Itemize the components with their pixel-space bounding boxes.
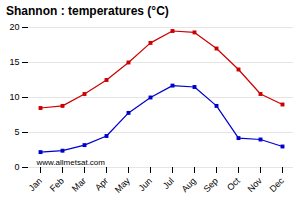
svg-text:Oct: Oct bbox=[225, 175, 242, 192]
svg-text:Jul: Jul bbox=[161, 176, 176, 191]
svg-text:Sep: Sep bbox=[202, 176, 220, 194]
svg-text:Aug: Aug bbox=[180, 176, 198, 194]
svg-text:Feb: Feb bbox=[48, 176, 66, 194]
svg-text:May: May bbox=[113, 175, 132, 194]
svg-text:10: 10 bbox=[9, 92, 19, 102]
svg-text:Nov: Nov bbox=[246, 175, 265, 194]
svg-text:0: 0 bbox=[14, 162, 19, 172]
svg-text:5: 5 bbox=[14, 127, 19, 137]
svg-text:Jan: Jan bbox=[27, 176, 44, 193]
svg-text:www.allmetsat.com: www.allmetsat.com bbox=[36, 158, 106, 167]
svg-text:Apr: Apr bbox=[93, 176, 110, 193]
svg-text:20: 20 bbox=[9, 22, 19, 32]
svg-text:15: 15 bbox=[9, 57, 19, 67]
html-text:Shannon : temperatures (°C): Shannon : temperatures (°C) bbox=[6, 4, 169, 18]
svg-text:Dec: Dec bbox=[268, 175, 287, 194]
svg-text:Jun: Jun bbox=[137, 176, 154, 193]
svg-text:Mar: Mar bbox=[70, 176, 88, 194]
